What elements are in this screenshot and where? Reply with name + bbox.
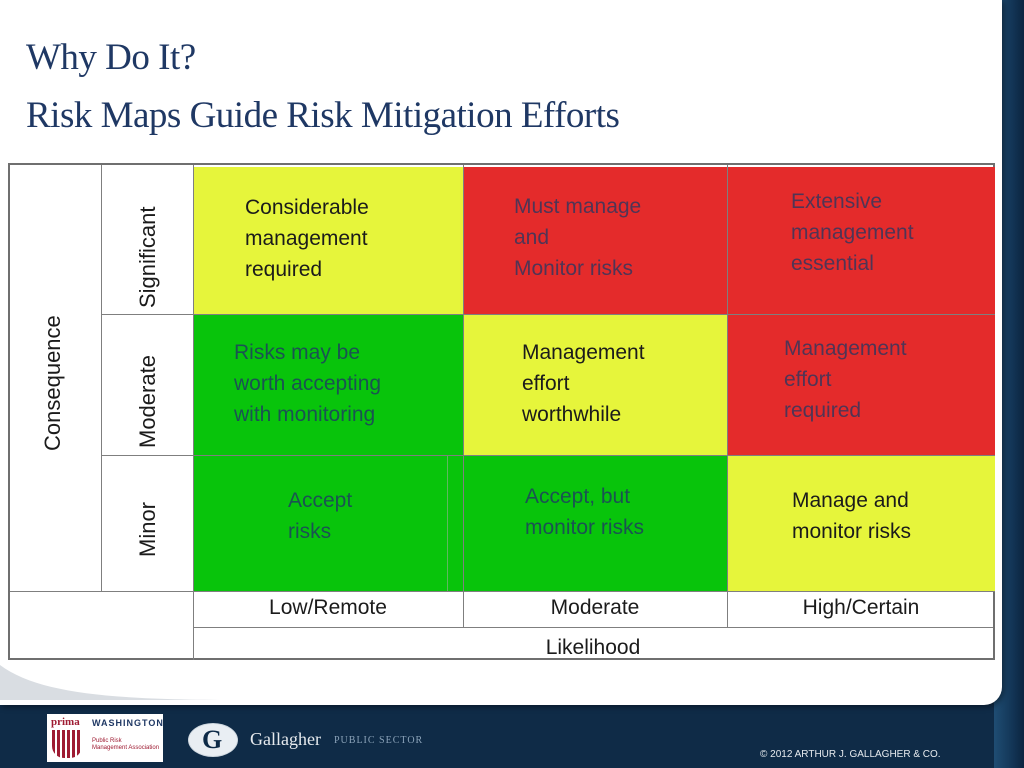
public-sector-label: PUBLIC SECTOR [334,735,424,746]
grid-line [101,314,995,315]
slide-title: Why Do It? [26,37,196,78]
cell-significant-low [193,167,463,314]
gallagher-globe-icon [188,723,238,757]
cell-moderate-low [193,314,463,455]
row-label-moderate: Moderate [135,355,160,448]
grid-line [447,455,448,591]
cell-moderate-moderate [463,314,727,455]
org-subtitle: Public Risk Management Association [92,738,160,751]
cell-significant-high [727,167,995,314]
gallagher-g-icon: G [202,725,223,754]
row-label-significant: Significant [135,206,160,308]
decorative-curve [0,665,245,700]
slide: Why Do It? Risk Maps Guide Risk Mitigati… [0,0,1002,705]
cell-text: Considerable management required [245,196,369,281]
prima-shield-icon [52,730,82,758]
copyright-text: © 2012 ARTHUR J. GALLAGHER & CO. [760,749,941,760]
grid-line [193,627,993,628]
grid-line [101,165,102,591]
cell-text: Risks may be worth accepting with monito… [234,341,382,426]
grid-line [463,165,464,627]
cell-text: Accept, but monitor risks [525,485,645,539]
cell-text: Manage and monitor risks [792,489,912,543]
cell-significant-moderate [463,167,727,314]
axis-label-likelihood: Likelihood [545,636,641,659]
cell-text: Management effort required [784,337,907,422]
cell-minor-moderate [463,455,727,591]
cell-text: Extensive management essential [791,190,914,275]
prima-wordmark: prima [51,716,80,728]
row-label-minor: Minor [135,501,160,557]
cell-text: Must manage and Monitor risks [514,195,642,280]
axis-label-consequence: Consequence [40,315,65,451]
cell-minor-low [193,455,463,591]
risk-matrix: Considerable management required Must ma… [8,163,995,660]
grid-line [10,591,995,592]
cell-minor-high [727,455,995,591]
cell-text: Accept risks [288,489,353,543]
col-label-low: Low/Remote [269,596,387,619]
grid-line [193,165,194,660]
cell-text: Management effort worthwhile [522,341,645,426]
grid-line [727,165,728,627]
cell-moderate-high [727,314,995,455]
col-label-moderate: Moderate [550,596,640,619]
org-name: WASHINGTON [92,718,164,728]
grid-line [101,455,995,456]
slide-subtitle: Risk Maps Guide Risk Mitigation Efforts [26,95,620,136]
col-label-high: High/Certain [802,596,920,619]
gallagher-wordmark: Gallagher [250,729,321,749]
